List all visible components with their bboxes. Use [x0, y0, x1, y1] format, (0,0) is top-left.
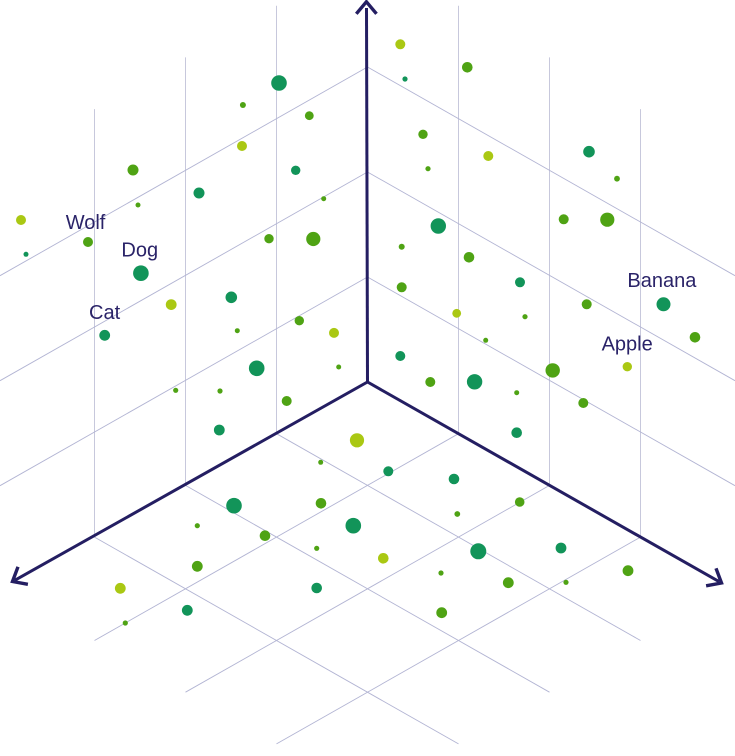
svg-text:Dog: Dog: [121, 240, 158, 262]
svg-text:Banana: Banana: [627, 270, 697, 292]
svg-text:Wolf: Wolf: [66, 212, 106, 234]
svg-text:Apple: Apple: [602, 334, 653, 356]
svg-text:Cat: Cat: [89, 302, 121, 324]
